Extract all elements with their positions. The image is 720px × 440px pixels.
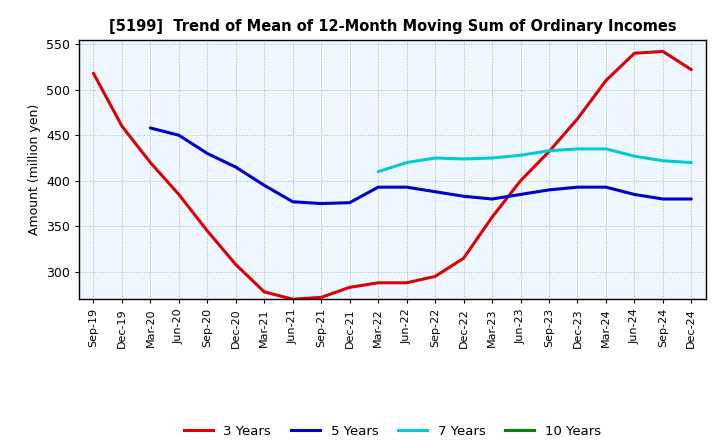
Title: [5199]  Trend of Mean of 12-Month Moving Sum of Ordinary Incomes: [5199] Trend of Mean of 12-Month Moving … (109, 19, 676, 34)
Legend: 3 Years, 5 Years, 7 Years, 10 Years: 3 Years, 5 Years, 7 Years, 10 Years (179, 420, 606, 440)
Y-axis label: Amount (million yen): Amount (million yen) (27, 104, 40, 235)
